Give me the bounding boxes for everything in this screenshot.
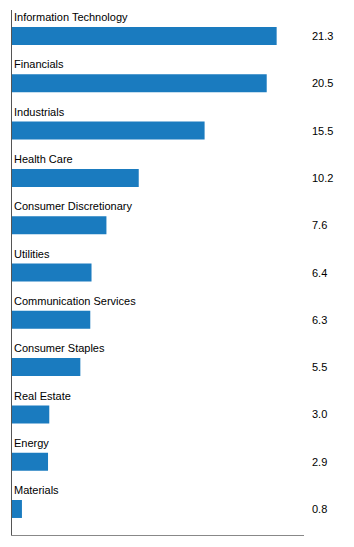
svg-text:5.5: 5.5 bbox=[312, 361, 327, 373]
svg-text:Materials: Materials bbox=[14, 484, 59, 496]
svg-text:Consumer Discretionary: Consumer Discretionary bbox=[14, 200, 132, 212]
svg-text:Consumer Staples: Consumer Staples bbox=[14, 342, 105, 354]
svg-text:10.2: 10.2 bbox=[312, 172, 333, 184]
svg-text:Energy: Energy bbox=[14, 437, 49, 449]
svg-text:Financials: Financials bbox=[14, 58, 64, 70]
svg-text:6.4: 6.4 bbox=[312, 267, 327, 279]
svg-text:2.9: 2.9 bbox=[312, 456, 327, 468]
svg-text:21.3: 21.3 bbox=[312, 30, 333, 42]
svg-text:Utilities: Utilities bbox=[14, 248, 50, 260]
svg-text:Health Care: Health Care bbox=[14, 153, 73, 165]
svg-text:Industrials: Industrials bbox=[14, 106, 65, 118]
svg-text:Real Estate: Real Estate bbox=[14, 390, 71, 402]
svg-text:15.5: 15.5 bbox=[312, 125, 333, 137]
svg-text:Communication Services: Communication Services bbox=[14, 295, 136, 307]
svg-text:Information Technology: Information Technology bbox=[14, 11, 128, 23]
svg-text:7.6: 7.6 bbox=[312, 219, 327, 231]
svg-text:0.8: 0.8 bbox=[312, 503, 327, 515]
svg-text:6.3: 6.3 bbox=[312, 314, 327, 326]
svg-text:3.0: 3.0 bbox=[312, 408, 327, 420]
svg-text:20.5: 20.5 bbox=[312, 77, 333, 89]
